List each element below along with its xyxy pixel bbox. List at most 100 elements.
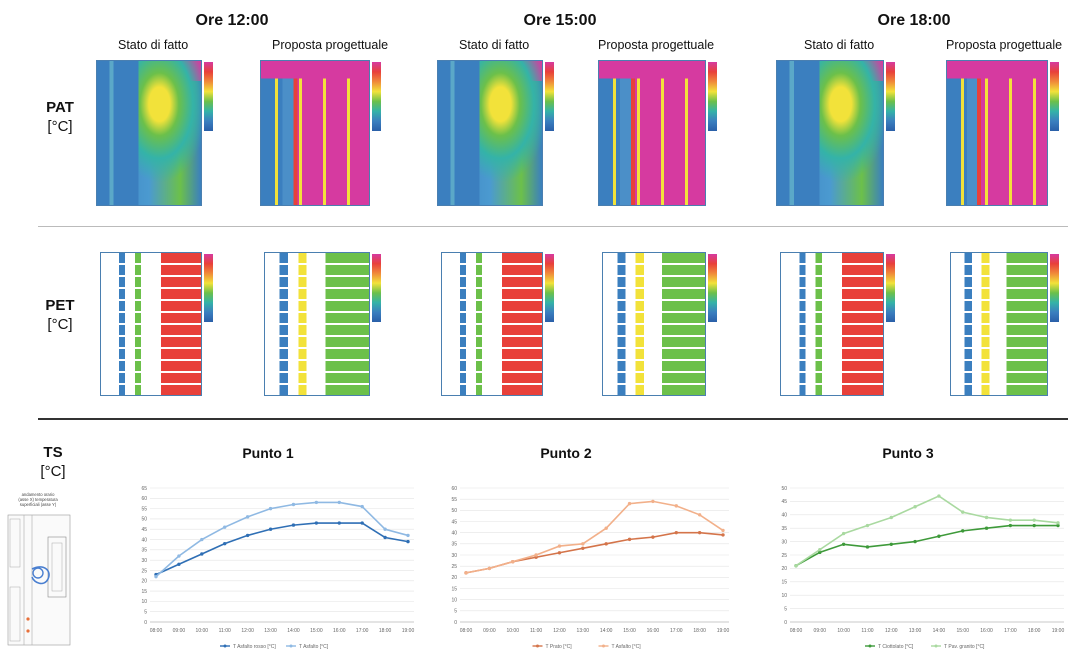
- data-point: [177, 554, 181, 558]
- pat-map-proposal: [598, 60, 706, 206]
- scenario-label-existing-12: Stato di fatto: [118, 38, 189, 52]
- data-point: [818, 550, 822, 555]
- data-point: [245, 533, 250, 538]
- row-label-ts: TS [°C]: [28, 443, 78, 481]
- pat-map-existing: [776, 60, 884, 206]
- data-point: [337, 500, 341, 505]
- legend-label: T Ciottolato [°C]: [878, 644, 914, 650]
- chart-title-punto-3: Punto 3: [882, 445, 934, 461]
- separator-pet-ts: [38, 418, 1068, 420]
- data-point: [268, 506, 273, 511]
- data-point: [223, 541, 227, 546]
- hour-title-18: Ore 18:00: [877, 12, 951, 29]
- series-line-2: [795, 495, 1059, 567]
- data-point: [697, 513, 702, 517]
- color-scale-legend: [372, 254, 381, 322]
- x-tick-label: 18:00: [693, 628, 706, 634]
- series-line-2: [155, 501, 409, 578]
- y-tick-label: 20: [781, 566, 787, 572]
- y-tick-label: 40: [781, 513, 787, 519]
- x-tick-label: 17:00: [670, 628, 683, 634]
- x-tick-label: 08:00: [460, 628, 473, 634]
- data-point: [200, 552, 204, 556]
- data-point: [604, 542, 608, 546]
- x-tick-label: 12:00: [553, 628, 566, 634]
- data-point: [651, 535, 655, 539]
- data-point: [961, 529, 965, 533]
- line-chart-punto-3: 0 5 10 15 20 25 30 35 40 45 50 08:00 09:00 10:00 11:00…: [781, 486, 1065, 650]
- data-point: [1056, 523, 1060, 528]
- y-tick-label: 25: [141, 568, 147, 574]
- data-point: [627, 537, 632, 542]
- color-scale-legend: [708, 62, 717, 131]
- series-line-1: [795, 524, 1058, 567]
- data-point: [889, 542, 893, 546]
- y-tick-label: 25: [451, 564, 457, 570]
- data-point: [337, 521, 341, 525]
- data-point: [581, 542, 585, 546]
- legend-label: T Asfalto rosso [°C]: [233, 644, 276, 650]
- x-tick-label: 14:00: [933, 628, 946, 634]
- site-plan-drawing: [7, 514, 71, 646]
- row-unit-pat: [°C]: [47, 118, 73, 135]
- y-tick-label: 35: [781, 526, 787, 532]
- legend-marker: [868, 644, 872, 648]
- site-plan-caption-line: superficiali (asse Y): [19, 502, 57, 507]
- pet-map-proposal: [602, 252, 706, 396]
- y-tick-label: 40: [451, 530, 457, 536]
- x-tick-label: 12:00: [241, 628, 254, 634]
- x-tick-label: 19:00: [1052, 628, 1065, 634]
- pat-map-proposal: [260, 60, 370, 206]
- series-line-2: [465, 500, 724, 574]
- legend-label: T Pav. granito [°C]: [944, 644, 985, 650]
- hour-title-12: Ore 12:00: [195, 12, 269, 29]
- pet-map-proposal: [264, 252, 370, 396]
- site-plan-caption-line: andamento orario: [21, 492, 55, 497]
- y-tick-label: 15: [451, 586, 457, 592]
- y-tick-label: 35: [451, 542, 457, 548]
- pat-map-proposal: [946, 60, 1048, 206]
- data-point: [913, 505, 917, 509]
- line-chart-punto-1: 0 5 10 15 20 25 30 35 40 45 50 55 60 65 08:00 09:00 10:0…: [141, 486, 415, 650]
- y-tick-label: 10: [781, 593, 787, 599]
- y-tick-label: 60: [141, 496, 147, 502]
- legend-marker: [934, 644, 938, 648]
- y-tick-label: 45: [141, 527, 147, 533]
- data-point: [937, 534, 941, 538]
- y-tick-label: 0: [144, 620, 147, 626]
- y-tick-label: 45: [781, 499, 787, 505]
- data-point: [818, 547, 822, 552]
- row-unit-ts: [°C]: [40, 463, 66, 480]
- site-plan-caption-line: (asse X) temperatura: [18, 497, 58, 502]
- series-line-1: [465, 531, 724, 574]
- data-point: [177, 562, 181, 566]
- data-point: [314, 521, 319, 525]
- x-tick-label: 19:00: [402, 628, 415, 634]
- x-tick-label: 11:00: [219, 628, 231, 634]
- data-point: [383, 535, 387, 540]
- data-point: [937, 494, 941, 498]
- y-tick-label: 10: [451, 597, 457, 603]
- x-tick-label: 16:00: [647, 628, 660, 634]
- y-tick-label: 10: [141, 599, 147, 605]
- data-point: [721, 533, 725, 537]
- y-tick-label: 55: [451, 497, 457, 503]
- scenario-label-proposal-18: Proposta progettuale: [946, 38, 1063, 52]
- scenario-label-existing-15: Stato di fatto: [459, 38, 530, 52]
- data-point: [223, 525, 227, 529]
- data-point: [674, 504, 678, 508]
- data-point: [487, 566, 492, 571]
- y-tick-label: 50: [141, 517, 147, 523]
- y-tick-label: 30: [451, 553, 457, 559]
- color-scale-legend: [1050, 62, 1059, 131]
- data-point: [794, 564, 798, 568]
- x-tick-label: 14:00: [600, 628, 613, 634]
- row-name-ts: TS: [43, 444, 63, 461]
- y-tick-label: 15: [141, 589, 147, 595]
- site-plan-caption: andamento orario (asse X) temperatura su…: [2, 492, 74, 507]
- pet-map-proposal: [950, 252, 1048, 396]
- row-name-pet: PET: [45, 297, 75, 314]
- x-tick-label: 13:00: [264, 628, 277, 634]
- data-point: [291, 502, 296, 507]
- y-tick-label: 20: [451, 575, 457, 581]
